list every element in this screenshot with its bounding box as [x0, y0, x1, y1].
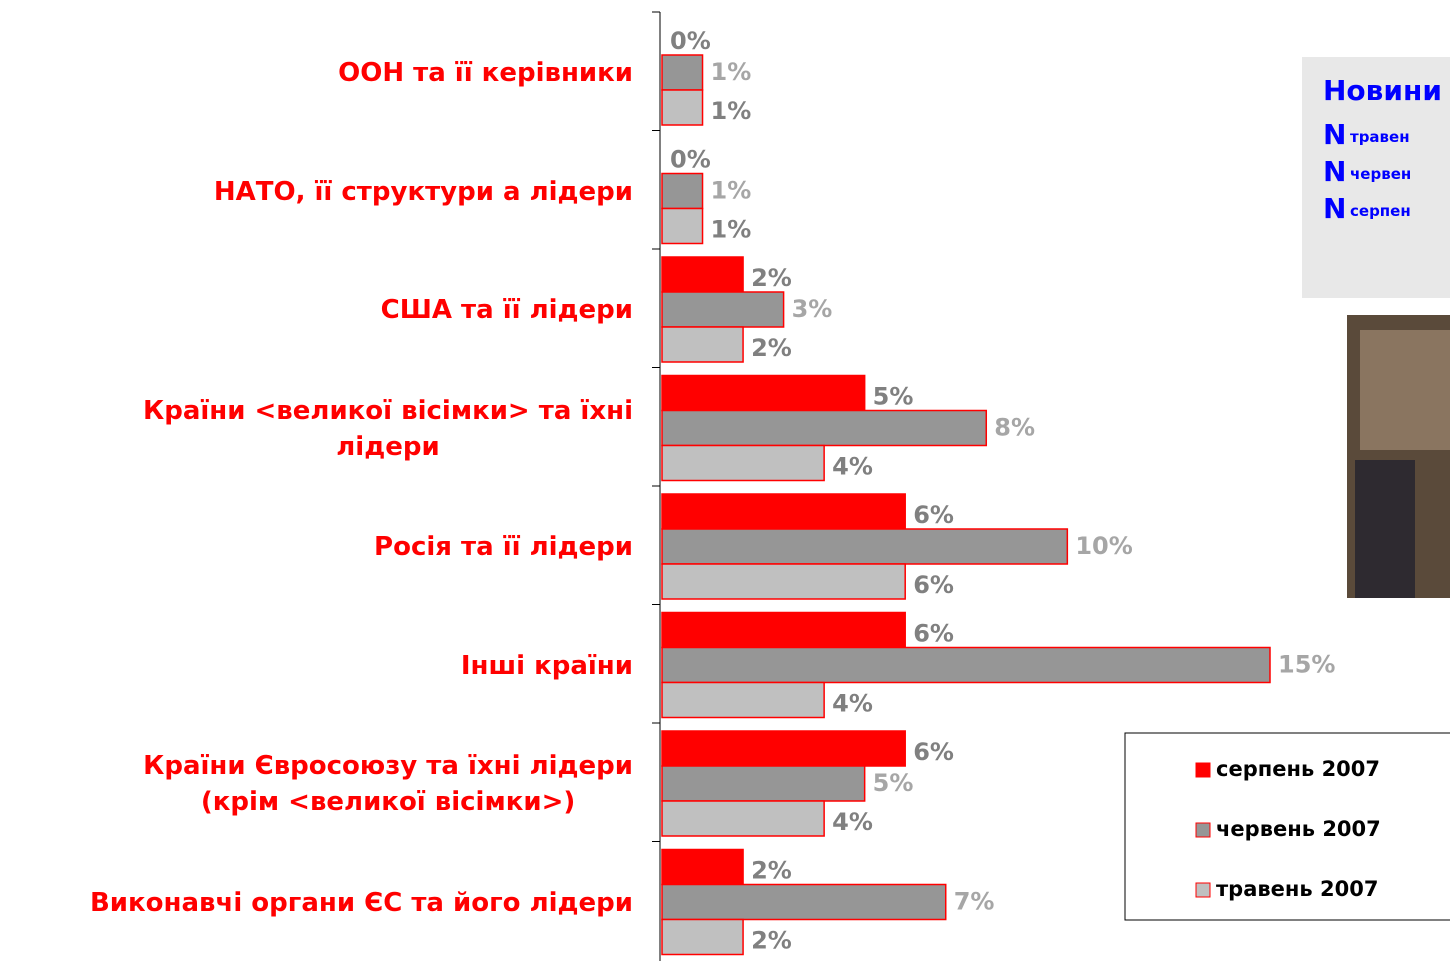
- value-label: 10%: [1075, 532, 1132, 560]
- value-label: 2%: [751, 857, 792, 885]
- bar: [661, 54, 704, 91]
- note-text: серпен: [1350, 202, 1411, 220]
- bar: [661, 765, 866, 802]
- category-label: Виконавчі органи ЄС та його лідери: [89, 887, 633, 918]
- note-mark: N: [1323, 118, 1347, 151]
- value-label: 2%: [751, 927, 792, 955]
- bar: [661, 730, 906, 767]
- bar: [661, 444, 825, 482]
- value-label: 4%: [832, 690, 873, 718]
- category-label: США та її лідери: [380, 295, 633, 326]
- note-title: Новини: [1323, 74, 1442, 107]
- value-label: 4%: [832, 808, 873, 836]
- bar: [661, 326, 744, 363]
- category-label: Країни <великої вісімки> та їхні лідери: [142, 395, 633, 462]
- value-label: 0%: [670, 27, 711, 55]
- value-label: 6%: [913, 738, 954, 766]
- bar: [661, 493, 906, 530]
- note-mark: N: [1323, 155, 1347, 188]
- value-label: 6%: [913, 620, 954, 648]
- bar: [661, 883, 947, 921]
- bar: [661, 409, 988, 447]
- note-text: червен: [1350, 165, 1412, 183]
- bar: [661, 681, 825, 719]
- category-label: Країни Євросоюзу та їхні лідери (крім <в…: [143, 751, 633, 818]
- bar: [661, 172, 704, 210]
- note-mark: N: [1323, 192, 1347, 225]
- legend-swatch: [1195, 822, 1211, 838]
- bar: [661, 800, 825, 837]
- value-label: 8%: [994, 414, 1035, 442]
- legend-label: травень 2007: [1216, 877, 1378, 901]
- value-label: 5%: [873, 769, 914, 797]
- legend-swatch: [1195, 762, 1211, 778]
- value-label: 15%: [1278, 651, 1335, 679]
- bar: [661, 646, 1271, 684]
- legend-label: серпень 2007: [1216, 757, 1380, 781]
- value-label: 6%: [913, 501, 954, 529]
- photo-detail: [1360, 330, 1450, 450]
- value-label: 6%: [913, 571, 954, 599]
- bar: [661, 89, 704, 126]
- bar: [661, 848, 744, 886]
- value-label: 1%: [711, 97, 752, 125]
- photo-detail: [1355, 460, 1415, 598]
- value-label: 0%: [670, 146, 711, 174]
- value-label: 5%: [873, 383, 914, 411]
- value-label: 2%: [751, 334, 792, 362]
- note-box: [1302, 57, 1450, 298]
- legend-swatch: [1195, 882, 1211, 898]
- bar: [661, 563, 906, 600]
- bar: [661, 528, 1069, 565]
- value-label: 2%: [751, 264, 792, 292]
- value-label: 1%: [711, 58, 752, 86]
- note-text: травен: [1350, 128, 1410, 146]
- bar: [661, 256, 744, 293]
- value-label: 3%: [792, 295, 833, 323]
- value-label: 1%: [711, 177, 752, 205]
- bar: [661, 918, 744, 956]
- value-label: 1%: [711, 216, 752, 244]
- value-label: 4%: [832, 453, 873, 481]
- legend-box: [1124, 732, 1450, 921]
- bar: [661, 207, 704, 245]
- value-label: 7%: [954, 888, 995, 916]
- bar: [661, 374, 866, 412]
- bar: [661, 611, 906, 649]
- category-label: Росія та її лідери: [374, 532, 633, 563]
- category-label: НАТО, її структури а лідери: [213, 176, 633, 207]
- bar: [661, 291, 785, 328]
- category-label: ООН та її керівники: [338, 58, 633, 89]
- category-label: Інші країни: [460, 650, 633, 681]
- legend-label: червень 2007: [1216, 817, 1381, 841]
